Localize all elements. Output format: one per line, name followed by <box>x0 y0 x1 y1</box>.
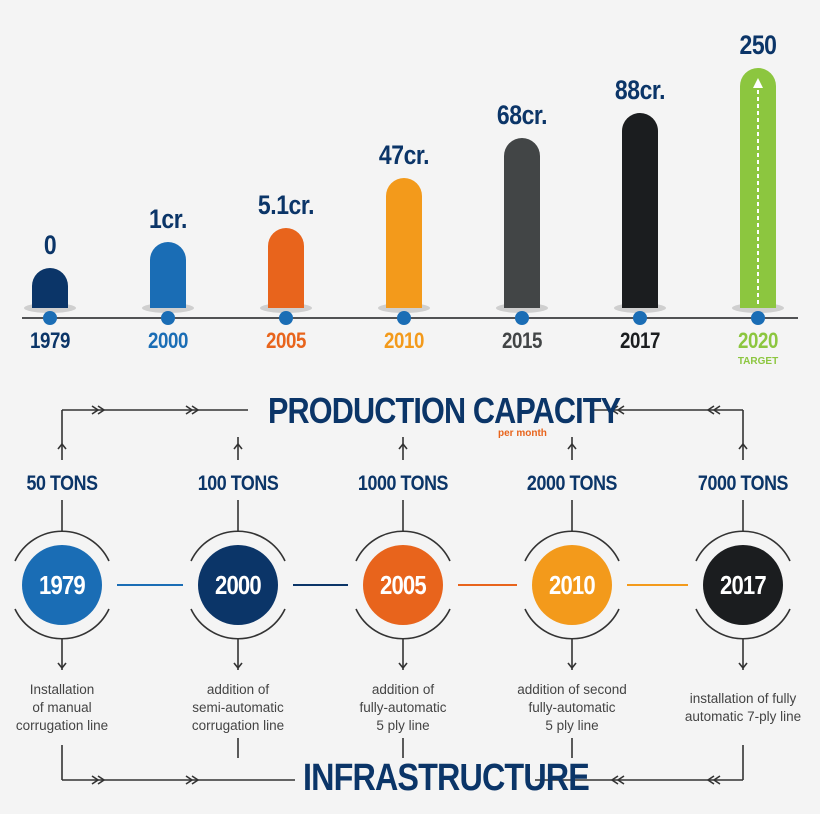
production-capacity-subtitle: per month <box>498 428 547 439</box>
value-label-2015: 68cr. <box>496 100 548 130</box>
circle-arc-top-1 <box>190 530 286 562</box>
year-circle-label: 2000 <box>215 569 262 600</box>
value-label-2017: 88cr. <box>614 75 666 105</box>
value-label-1979: 0 <box>43 230 57 260</box>
arrow-down-0 <box>57 662 67 670</box>
arrow-up-3 <box>567 442 577 450</box>
value-label-2020: 250 <box>739 30 777 60</box>
chevrons-top-right-1 <box>610 405 625 415</box>
description-line: 5 ply line <box>376 718 430 733</box>
description-line: addition of second <box>517 682 627 697</box>
description-line: fully-automatic <box>528 700 616 715</box>
bar-2005 <box>268 228 304 308</box>
tons-label-1979: 50 TONS <box>26 472 98 495</box>
tons-label-2010: 2000 TONS <box>526 472 618 495</box>
description-line: addition of <box>371 682 435 697</box>
bar-1979 <box>32 268 68 308</box>
production-capacity-subtitle-text: per month <box>498 428 547 439</box>
chevrons-bottom-right-1 <box>610 775 625 785</box>
axis-dot-1979 <box>43 311 57 325</box>
year-label-2000: 2000 <box>148 328 188 353</box>
circle-arc-top-4 <box>695 530 791 562</box>
year-label-2017: 2017 <box>620 328 660 353</box>
axis-dot-2000 <box>161 311 175 325</box>
infrastructure-title: INFRASTRUCTURE <box>303 757 590 800</box>
milestone-description-2010: addition of second fully-automatic 5 ply l… <box>497 681 647 735</box>
year-circle-label: 1979 <box>39 569 86 600</box>
target-arrow-head <box>753 78 763 88</box>
arrow-up-2 <box>398 442 408 450</box>
circle-arc-bottom-4 <box>695 608 791 640</box>
year-circle-2000: 2000 <box>198 545 278 625</box>
year-circle-1979: 1979 <box>22 545 102 625</box>
year-circle-2010: 2010 <box>532 545 612 625</box>
year-circle-2017: 2017 <box>703 545 783 625</box>
axis-dot-2005 <box>279 311 293 325</box>
axis-dot-2015 <box>515 311 529 325</box>
description-line: installation of fully <box>689 691 797 706</box>
description-line: automatic 7-ply line <box>684 709 802 724</box>
tons-label-2017: 7000 TONS <box>697 472 789 495</box>
production-capacity-title-text: PRODUCTION CAPACITY <box>268 390 621 431</box>
year-circle-label: 2017 <box>720 569 767 600</box>
value-label-2000: 1cr. <box>149 204 187 234</box>
circle-arc-top-0 <box>14 530 110 562</box>
value-label-2010: 47cr. <box>378 140 430 170</box>
circle-arc-top-2 <box>355 530 451 562</box>
arrow-up-1 <box>233 442 243 450</box>
year-circle-2005: 2005 <box>363 545 443 625</box>
arrow-up-0 <box>57 442 67 450</box>
value-label-2005: 5.1cr. <box>257 190 315 220</box>
chevrons-top-left-2 <box>185 405 200 415</box>
arrow-down-2 <box>398 662 408 670</box>
description-line: semi-automatic <box>192 700 284 715</box>
milestone-description-2005: addition of fully-automatic 5 ply line <box>328 681 478 735</box>
target-note-label: TARGET <box>737 356 779 367</box>
bar-2000 <box>150 242 186 308</box>
tons-label-2000: 100 TONS <box>197 472 279 495</box>
arrow-down-1 <box>233 662 243 670</box>
milestone-description-2017: installation of fully automatic 7-ply lin… <box>668 690 818 726</box>
arrow-down-4 <box>738 662 748 670</box>
description-line: Installation <box>29 682 95 697</box>
year-circle-label: 2005 <box>380 569 427 600</box>
milestone-description-1979: Installation of manual corrugation line <box>0 681 137 735</box>
axis-dot-2020 <box>751 311 765 325</box>
chevrons-bottom-left-2 <box>185 775 200 785</box>
description-line: corrugation line <box>191 718 285 733</box>
infrastructure-title-text: INFRASTRUCTURE <box>303 757 590 799</box>
chevrons-top-right-2 <box>706 405 721 415</box>
description-line: 5 ply line <box>545 718 599 733</box>
axis-dot-2017 <box>633 311 647 325</box>
year-label-2020: 2020 <box>738 328 778 353</box>
circle-arc-bottom-3 <box>524 608 620 640</box>
capacity-bar-chart <box>22 68 798 325</box>
description-line: addition of <box>206 682 270 697</box>
arrow-up-4 <box>738 442 748 450</box>
year-circle-label: 2010 <box>549 569 596 600</box>
circle-arc-bottom-2 <box>355 608 451 640</box>
description-line: of manual <box>32 700 92 715</box>
axis-dot-2010 <box>397 311 411 325</box>
chevrons-top-left-1 <box>91 405 106 415</box>
bar-2015 <box>504 138 540 308</box>
tons-label-2005: 1000 TONS <box>357 472 449 495</box>
year-label-2015: 2015 <box>502 328 542 353</box>
year-label-2005: 2005 <box>266 328 306 353</box>
arrow-down-3 <box>567 662 577 670</box>
milestone-description-2000: addition of semi-automatic corrugation lin… <box>163 681 313 735</box>
bar-2017 <box>622 113 658 308</box>
year-label-2010: 2010 <box>384 328 424 353</box>
description-line: corrugation line <box>15 718 109 733</box>
production-capacity-title: PRODUCTION CAPACITY <box>268 390 621 432</box>
description-line: fully-automatic <box>359 700 447 715</box>
circle-arc-bottom-1 <box>190 608 286 640</box>
year-label-1979: 1979 <box>30 328 70 353</box>
circle-arc-top-3 <box>524 530 620 562</box>
chevrons-bottom-left-1 <box>91 775 106 785</box>
circle-arc-bottom-0 <box>14 608 110 640</box>
bar-2010 <box>386 178 422 308</box>
chevrons-bottom-right-2 <box>706 775 721 785</box>
